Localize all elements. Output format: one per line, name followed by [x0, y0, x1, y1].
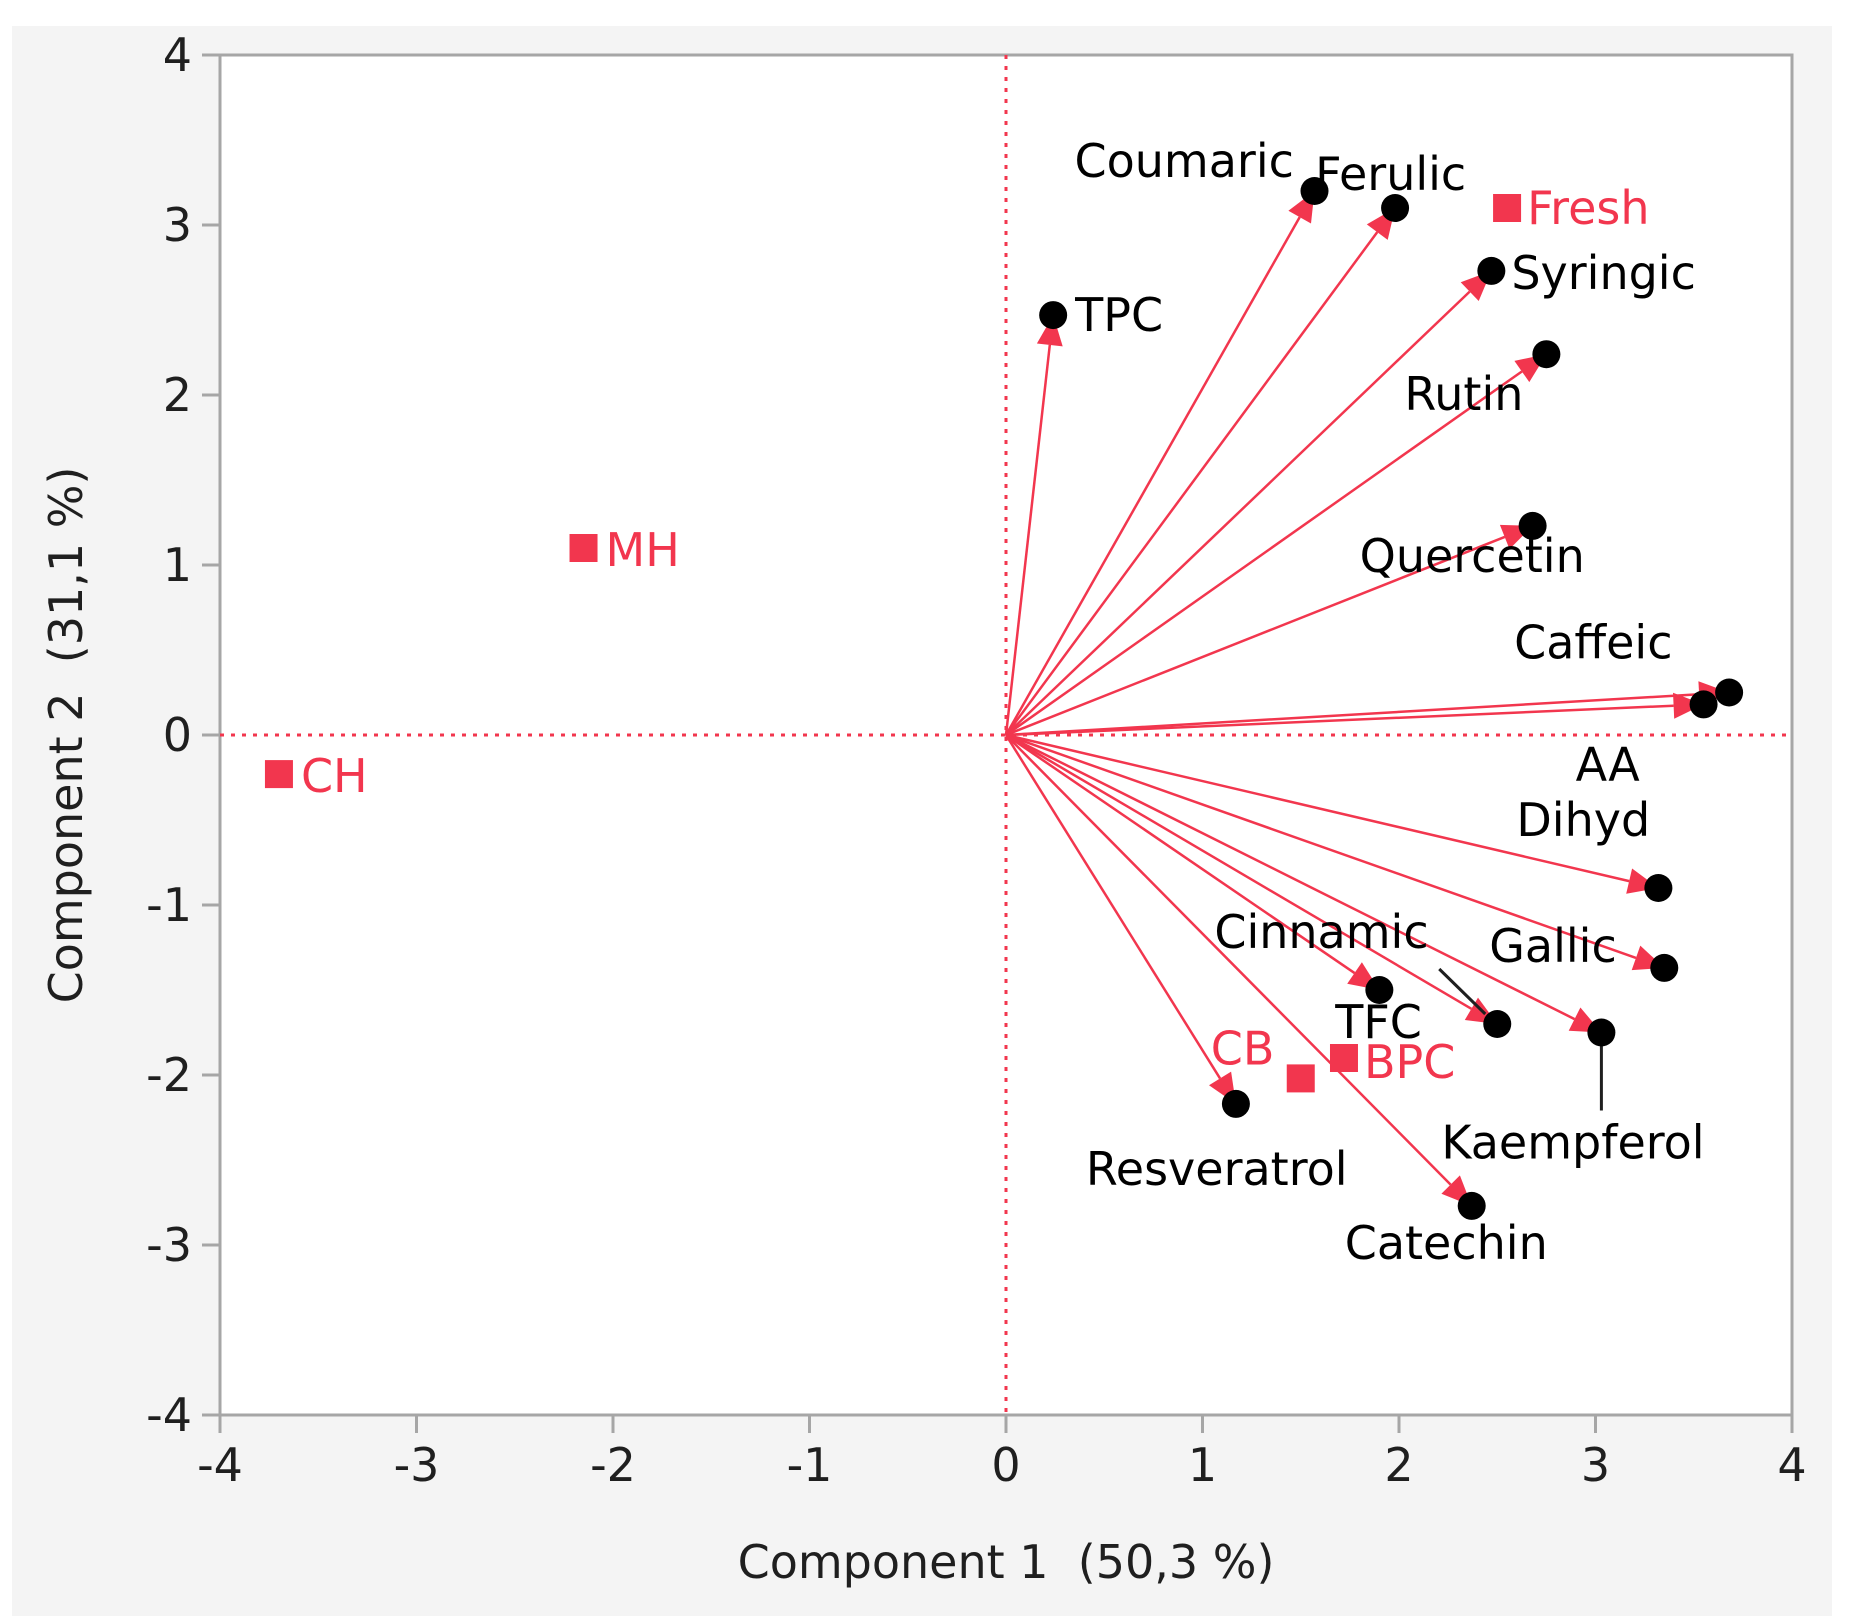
loading-point-caffeic	[1715, 678, 1744, 707]
score-label-bpc: BPC	[1364, 1035, 1455, 1089]
y-tick-label: 3	[163, 198, 192, 252]
loading-point-aa	[1689, 690, 1718, 719]
score-marker-mh	[569, 534, 598, 562]
x-tick-label: -4	[197, 1438, 243, 1492]
x-tick-label: -1	[787, 1438, 833, 1492]
loading-label-coumaric: Coumaric	[1075, 134, 1294, 188]
loading-label-tfc: TFC	[1334, 995, 1422, 1049]
y-tick-label: 4	[163, 28, 192, 82]
loading-point-ferulic	[1381, 194, 1410, 222]
loading-point-resveratrol	[1221, 1089, 1250, 1118]
loading-point-syringic	[1477, 256, 1506, 285]
loading-label-kaempferol: Kaempferol	[1441, 1116, 1704, 1170]
loading-point-dihyd	[1644, 874, 1673, 902]
loading-point-tpc	[1039, 301, 1068, 330]
vector-dihyd	[1005, 733, 1630, 883]
y-tick-label: -2	[146, 1048, 192, 1102]
loading-label-ferulic: Ferulic	[1315, 147, 1466, 201]
x-tick-label: 3	[1581, 1438, 1610, 1492]
loading-point-catechin	[1457, 1191, 1486, 1220]
loading-point-kaempferol	[1587, 1018, 1616, 1047]
y-tick-label: -3	[146, 1218, 192, 1272]
loading-label-catechin: Catechin	[1345, 1216, 1548, 1270]
x-axis-ticks: -4 -3 -2 -1 0 1 2 3 4	[197, 1415, 1807, 1492]
loading-point-coumaric	[1300, 177, 1329, 205]
loading-point-cinnamic	[1365, 976, 1394, 1004]
vector-ferulic	[1004, 231, 1379, 736]
loading-label-quercetin: Quercetin	[1360, 529, 1585, 583]
x-tick-label: 2	[1384, 1438, 1413, 1492]
vector-gallic	[1005, 733, 1637, 960]
tfc-leader-line	[1438, 967, 1487, 1016]
score-marker-ch	[264, 760, 293, 789]
x-tick-label: -2	[590, 1438, 636, 1492]
loading-label-gallic: Gallic	[1489, 919, 1616, 973]
x-tick-label: 4	[1777, 1438, 1806, 1492]
x-axis-title: Component 1 (50,3 %)	[738, 1535, 1275, 1589]
arrowhead-aa	[1673, 692, 1704, 719]
score-label-ch: CH	[301, 749, 368, 803]
loading-point-quercetin	[1518, 511, 1547, 540]
label-callouts	[1438, 967, 1603, 1111]
score-marker-bpc	[1329, 1044, 1358, 1072]
score-marker-cb	[1286, 1064, 1315, 1093]
vector-tpc	[1004, 344, 1052, 736]
vector-cinnamic	[1005, 733, 1356, 975]
x-tick-label: -3	[394, 1438, 440, 1492]
score-label-mh: MH	[606, 523, 680, 577]
loading-label-resveratrol: Resveratrol	[1086, 1142, 1348, 1196]
loading-label-aa: AA	[1576, 737, 1641, 791]
loading-point-gallic	[1650, 953, 1679, 982]
y-tick-label: 1	[163, 538, 192, 592]
loading-label-cinnamic: Cinnamic	[1214, 905, 1428, 959]
data-points	[264, 177, 1744, 1220]
y-axis-title: Component 2 (31,1 %)	[39, 467, 93, 1004]
score-label-fresh: Fresh	[1527, 181, 1649, 235]
y-tick-label: -4	[146, 1388, 192, 1442]
vector-aa	[1005, 704, 1674, 737]
vector-rutin	[1005, 370, 1523, 737]
loading-label-syringic: Syringic	[1511, 246, 1696, 300]
vector-caffeic	[1005, 693, 1700, 737]
loading-point-rutin	[1532, 340, 1561, 369]
vector-catechin	[1005, 734, 1452, 1186]
y-tick-label: -1	[146, 878, 192, 932]
x-tick-label: 0	[991, 1438, 1020, 1492]
loading-label-caffeic: Caffeic	[1514, 616, 1672, 670]
vector-kaempferol	[1005, 733, 1576, 1021]
x-tick-label: 1	[1188, 1438, 1217, 1492]
point-labels: Coumaric Ferulic Syringic TPC Rutin Quercetin…	[301, 134, 1705, 1270]
score-marker-fresh	[1493, 194, 1522, 222]
y-axis-ticks: 4 3 2 1 0 -1 -2 -3 -4	[146, 28, 220, 1442]
vector-tfc	[1005, 733, 1473, 1010]
y-tick-label: 2	[163, 368, 192, 422]
vector-syringic	[1005, 290, 1471, 736]
y-tick-label: 0	[163, 708, 192, 762]
loading-point-tfc	[1483, 1010, 1512, 1038]
vector-resveratrol	[1004, 734, 1222, 1080]
loading-label-dihyd: Dihyd	[1516, 793, 1650, 847]
vector-coumaric	[1004, 216, 1301, 736]
loading-label-rutin: Rutin	[1404, 367, 1523, 421]
reference-lines	[220, 55, 1792, 1415]
arrowhead-tpc	[1036, 315, 1063, 347]
loading-label-tpc: TPC	[1074, 288, 1163, 342]
vector-quercetin	[1005, 535, 1506, 737]
score-label-cb: CB	[1211, 1021, 1275, 1075]
